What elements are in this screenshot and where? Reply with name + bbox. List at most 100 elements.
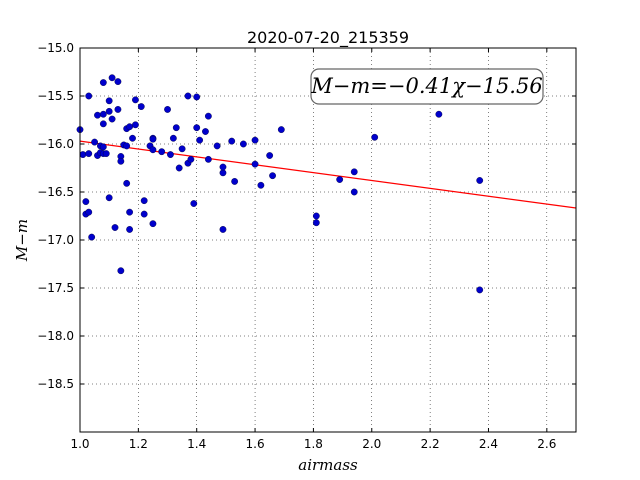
x-tick-label: 1.4 [187, 437, 206, 451]
fit-equation: M−m=−0.41χ−15.56 [310, 74, 542, 98]
data-point [99, 110, 107, 118]
data-point [172, 124, 180, 132]
data-point [94, 111, 101, 119]
data-points [76, 74, 484, 294]
y-tick-label: −18.5 [37, 377, 74, 391]
x-tick-label: 1.6 [246, 437, 265, 451]
data-point [85, 150, 93, 158]
data-point [140, 197, 148, 205]
data-point [158, 148, 166, 156]
data-point [102, 150, 110, 158]
x-tick-label: 2.6 [537, 437, 556, 451]
data-point [164, 106, 171, 113]
y-tick-label: −15.0 [37, 41, 74, 55]
data-point [111, 224, 119, 231]
data-point [184, 92, 192, 100]
x-tick-label: 1.0 [70, 437, 89, 451]
data-point [126, 123, 134, 131]
data-point [105, 107, 113, 115]
chart-title: 2020-07-20_215359 [247, 28, 409, 48]
data-point [88, 233, 96, 241]
y-tick-label: −18.0 [37, 329, 74, 343]
data-point [126, 208, 134, 216]
data-point [149, 220, 157, 228]
data-point [251, 160, 259, 168]
y-tick-labels: −15.0 −15.5 −16.0 −16.5 −17.0 −17.5 −18.0 −18.5 [37, 41, 74, 391]
data-point [187, 155, 195, 163]
y-tick-label: −17.5 [37, 281, 74, 295]
data-point [266, 152, 274, 159]
data-point [108, 74, 116, 82]
fit-annotation: M−m=−0.41χ−15.56 [310, 68, 544, 105]
y-tick-label: −16.5 [37, 185, 74, 199]
data-point [269, 172, 276, 180]
data-point [126, 226, 134, 233]
x-tick-label: 1.8 [304, 437, 323, 451]
data-point [350, 168, 358, 176]
data-point [312, 219, 320, 227]
data-point [193, 124, 201, 132]
data-point [350, 188, 358, 196]
data-point [213, 142, 221, 150]
data-point [169, 134, 177, 142]
y-tick-label: −16.0 [37, 137, 74, 151]
data-point [140, 210, 148, 218]
data-point [202, 128, 209, 135]
data-point [105, 194, 113, 202]
data-point [178, 145, 186, 153]
data-point [219, 226, 227, 233]
data-point [251, 136, 259, 144]
annotation-box [310, 68, 544, 105]
data-point [204, 112, 212, 120]
data-point [312, 212, 320, 220]
data-point [239, 140, 247, 148]
x-axis-label: airmass [298, 456, 358, 474]
data-point [193, 93, 201, 101]
data-point [219, 169, 227, 177]
x-tick-label: 2.2 [421, 437, 440, 451]
data-point [123, 179, 131, 187]
data-point [99, 143, 107, 151]
data-point [476, 177, 484, 184]
data-point [105, 97, 113, 105]
data-point [114, 106, 122, 113]
y-tick-label: −15.5 [37, 89, 74, 103]
x-tick-label: 2.0 [362, 437, 381, 451]
data-point [114, 78, 122, 86]
data-point [85, 92, 93, 100]
data-point [476, 286, 484, 294]
data-point [175, 164, 183, 172]
data-point [190, 200, 198, 207]
data-point [132, 96, 139, 104]
data-point [167, 151, 174, 158]
data-point [219, 163, 227, 171]
data-point [277, 126, 285, 134]
data-point [137, 103, 145, 110]
data-point [79, 151, 87, 158]
data-point [336, 176, 344, 183]
data-point [99, 120, 107, 128]
data-point [108, 115, 116, 123]
data-point [371, 133, 379, 141]
data-point [435, 110, 443, 118]
data-point [117, 267, 125, 275]
axis-ticks [79, 47, 576, 432]
data-point [149, 135, 157, 143]
y-axis-label: M−m [13, 219, 31, 262]
data-point [91, 138, 98, 146]
data-point [231, 178, 239, 185]
data-point [129, 134, 136, 142]
y-tick-label: −17.0 [37, 233, 74, 247]
data-point [99, 79, 107, 86]
data-point [85, 208, 93, 216]
data-point [123, 142, 131, 150]
data-point [82, 198, 90, 206]
data-point [228, 137, 236, 145]
data-point [204, 155, 212, 163]
data-point [132, 121, 139, 129]
data-point [149, 146, 157, 154]
data-point [257, 181, 265, 189]
x-tick-label: 2.4 [479, 437, 498, 451]
x-tick-labels: 1.0 1.2 1.4 1.6 1.8 2.0 2.2 2.4 2.6 [70, 437, 556, 451]
